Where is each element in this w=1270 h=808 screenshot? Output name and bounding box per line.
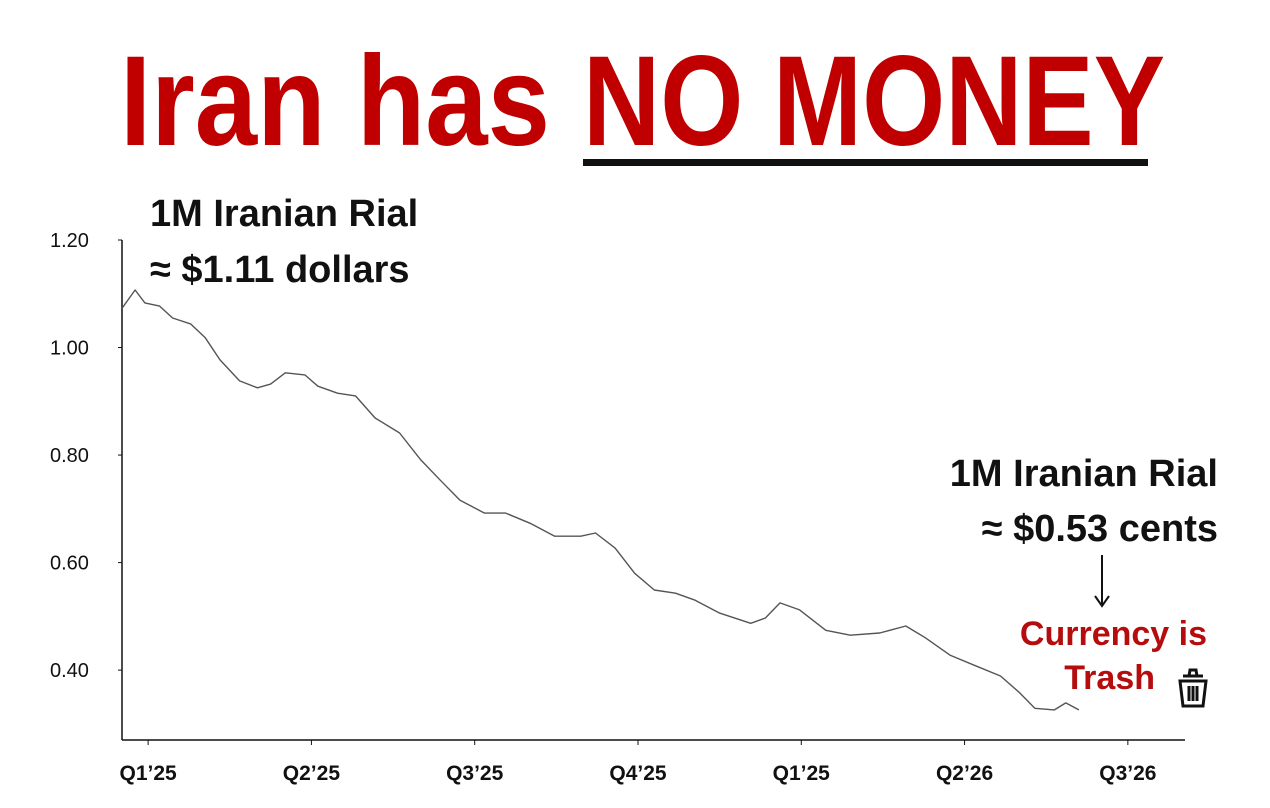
y-tick-label: 0.40 [50,660,89,682]
title-part: Iran has [120,30,550,173]
x-tick-label: Q1’25 [773,762,831,785]
x-tick-label: Q2’26 [936,762,993,785]
annotation: ≈ $1.11 dollars [150,249,410,291]
y-tick-label: 1.20 [50,230,89,252]
y-tick-label: 1.00 [50,338,89,360]
title-underline [583,159,1148,166]
x-tick-label: Q2’25 [283,762,341,785]
annotation: 1M Iranian Rial [950,453,1218,495]
x-tick-label: Q3’26 [1099,762,1156,785]
annotation: Trash [1064,659,1155,697]
arrow-head [1094,595,1110,608]
trash-icon [1178,668,1208,708]
annotation: ≈ $0.53 cents [982,508,1218,550]
annotation: Currency is [1020,615,1207,653]
title-part: NO MONEY [583,30,1165,173]
x-tick-label: Q3’25 [446,762,504,785]
annotation: 1M Iranian Rial [150,193,418,235]
y-tick-label: 0.80 [50,445,89,467]
y-tick-label: 0.60 [50,553,89,575]
line [121,289,1080,711]
x-tick-label: Q1’25 [120,762,178,785]
x-tick-label: Q4’25 [609,762,667,785]
